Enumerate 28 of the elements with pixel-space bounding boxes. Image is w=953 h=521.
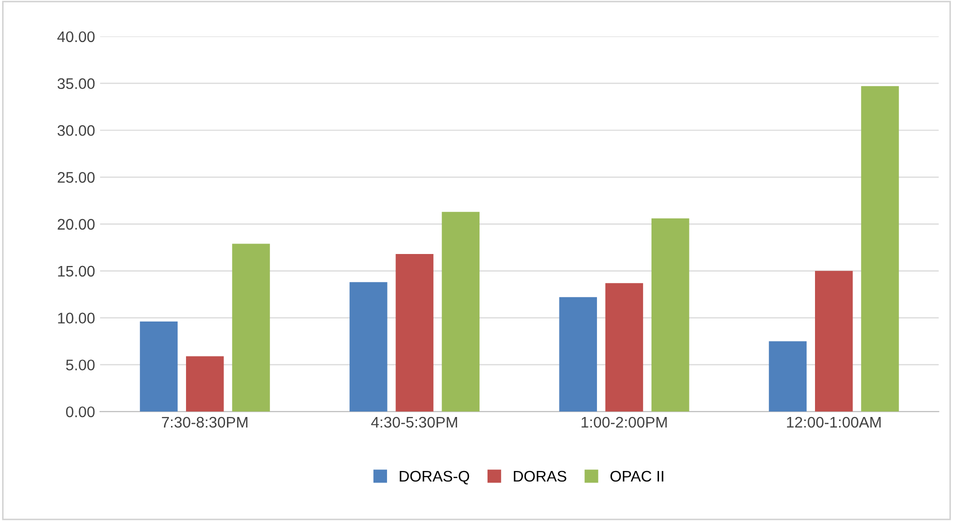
bar — [232, 244, 270, 412]
x-tick-label: 12:00-1:00AM — [787, 416, 881, 428]
y-tick-label: 5.00 — [66, 360, 95, 370]
bar — [350, 282, 388, 412]
x-tick-label: 1:00-2:00PM — [582, 416, 667, 428]
y-tick-label: 25.00 — [58, 172, 95, 183]
x-tick-label: 4:30-5:30PM — [371, 416, 458, 428]
legend-label: DORAS — [514, 470, 566, 482]
bar — [815, 270, 853, 412]
bar — [559, 297, 597, 412]
bar — [186, 356, 224, 412]
bar — [442, 212, 480, 412]
bar — [651, 218, 690, 412]
y-tick-label: 10.00 — [58, 312, 95, 324]
bar — [861, 86, 899, 412]
bar — [605, 283, 644, 412]
y-tick-label: 30.00 — [58, 125, 95, 136]
x-tick-label: 7:30-8:30PM — [162, 416, 248, 428]
bar — [140, 322, 178, 412]
y-tick-label: 20.00 — [58, 218, 95, 230]
y-tick-label: 0.00 — [66, 406, 95, 418]
y-tick-label: 15.00 — [58, 266, 95, 277]
y-tick-label: 35.00 — [58, 78, 95, 90]
legend-label: OPAC II — [610, 470, 664, 482]
bar — [396, 254, 434, 412]
y-tick-label: 40.00 — [57, 31, 95, 42]
bar — [768, 341, 807, 412]
legend-label: DORAS-Q — [400, 470, 470, 484]
